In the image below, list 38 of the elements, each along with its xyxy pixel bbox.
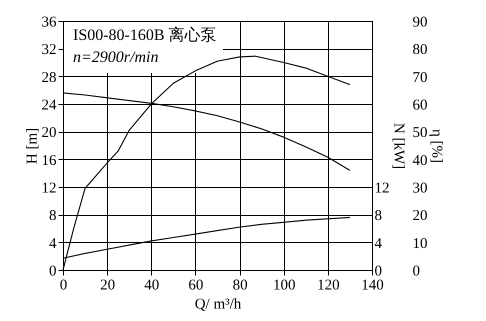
y3-tick-label: 10 xyxy=(412,236,428,252)
y-tick-label: 28 xyxy=(42,70,56,86)
y3-tick-label: 60 xyxy=(412,98,428,114)
y2-tick-label: 0 xyxy=(374,264,382,280)
x-tick-label: 140 xyxy=(361,278,384,294)
y-axis-title: H [m] xyxy=(24,128,40,164)
y2-tick-label: 4 xyxy=(374,236,382,252)
y-tick-label: 36 xyxy=(42,14,57,30)
annotation: n=2900r/min xyxy=(73,49,158,66)
chart-title: IS00-80-160B 离心泵 xyxy=(73,26,217,44)
x-tick-label: 60 xyxy=(188,278,204,294)
y-tick-label: 8 xyxy=(49,208,56,224)
y3-tick-label: 0 xyxy=(412,264,420,280)
y-tick-label: 24 xyxy=(42,98,57,114)
y2-axis-title: N [kW] xyxy=(390,122,406,170)
y3-tick-label: 40 xyxy=(412,152,428,169)
x-tick-label: 80 xyxy=(232,278,248,294)
y-tick-label: 4 xyxy=(49,236,57,252)
y3-tick-label: 50 xyxy=(412,125,428,142)
y-tick-label: 32 xyxy=(42,42,56,58)
y2-tick-label: 8 xyxy=(374,208,382,224)
y-tick-label: 20 xyxy=(42,125,56,142)
y2-tick-label: 12 xyxy=(374,180,390,196)
y3-axis-title: η [%] xyxy=(428,128,444,164)
y3-tick-label: 70 xyxy=(412,70,428,86)
x-tick-label: 0 xyxy=(60,278,68,294)
y-tick-label: 16 xyxy=(42,152,57,169)
y3-tick-label: 30 xyxy=(412,180,428,196)
x-tick-label: 20 xyxy=(100,278,116,294)
x-axis-title: Q/ m³/h xyxy=(194,296,242,312)
x-tick-label: 40 xyxy=(144,278,160,294)
y-tick-label: 0 xyxy=(49,264,56,280)
x-tick-label: 120 xyxy=(317,278,340,294)
y3-tick-label: 90 xyxy=(412,14,428,30)
y3-tick-label: 80 xyxy=(412,42,428,58)
y-tick-label: 12 xyxy=(42,180,56,196)
y3-tick-label: 20 xyxy=(412,208,428,224)
x-tick-label: 100 xyxy=(272,278,296,294)
